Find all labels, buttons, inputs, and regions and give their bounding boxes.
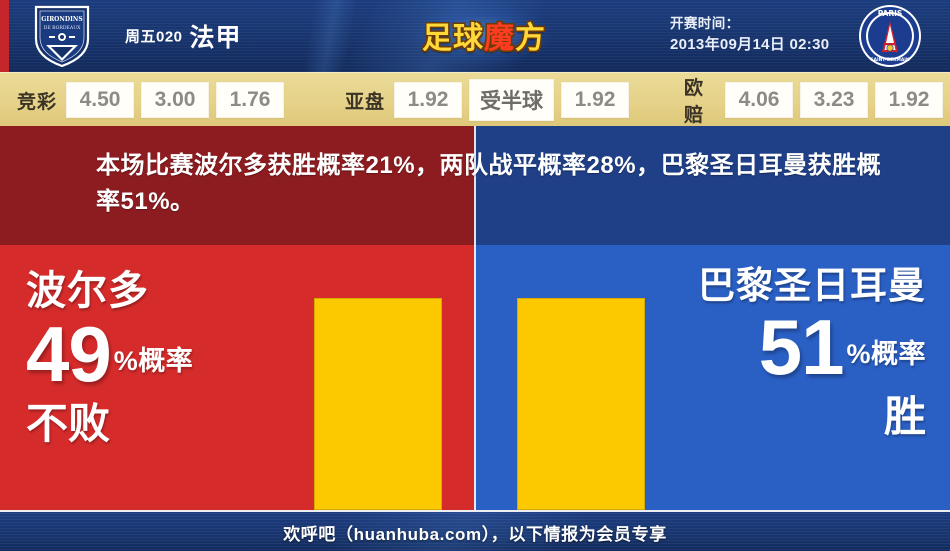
- odds-cell-euro-home[interactable]: 4.06: [725, 82, 793, 118]
- brand-logo-glow: [414, 4, 554, 66]
- away-probability-value: 51: [758, 303, 845, 391]
- home-probability-value: 49: [26, 310, 112, 398]
- probability-panel-divider: [474, 245, 476, 510]
- home-outcome-label: 不败: [26, 399, 111, 447]
- summary-band-left-half: [0, 126, 475, 245]
- header-diagonal-sheen: [230, 0, 430, 72]
- away-team-badge-psg: PARIS SAINT-GERMAIN: [857, 3, 923, 69]
- probability-panel-home: 波尔多 49 %概率 不败: [0, 245, 475, 510]
- probability-chart: 波尔多 49 %概率 不败 巴黎圣日耳曼 51 %概率 胜: [0, 245, 950, 510]
- match-round-label: 周五020: [125, 28, 183, 46]
- odds-cell-euro-draw[interactable]: 3.23: [800, 82, 868, 118]
- probability-panel-away: 巴黎圣日耳曼 51 %概率 胜: [475, 245, 950, 510]
- odds-cell-asian-home[interactable]: 1.92: [394, 82, 463, 118]
- brand-magic: 魔: [484, 22, 515, 55]
- kickoff-label: 开赛时间：: [670, 16, 740, 31]
- home-probability-block: 波尔多 49 %概率 不败: [26, 271, 193, 445]
- away-probability-row: 51 %概率: [698, 303, 926, 391]
- header-bar: GIRONDINS DE BORDEAUX 周五020 法甲 足球魔方 开赛时间：…: [0, 0, 950, 72]
- match-title: 周五020 法甲: [125, 18, 242, 54]
- probability-bar-home: [314, 298, 442, 510]
- brand-logo-text: 足球魔方: [422, 13, 546, 57]
- summary-band-divider: [474, 126, 476, 245]
- header-red-edge: [0, 0, 9, 72]
- odds-cell-jingcai-home[interactable]: 4.50: [66, 82, 135, 118]
- odds-group-asian-handicap: 亚盘 1.92 受半球 1.92: [345, 79, 636, 121]
- odds-group-label: 竞彩: [17, 91, 58, 113]
- odds-cell-asian-handicap[interactable]: 受半球: [469, 79, 555, 121]
- away-badge-top-text: PARIS: [878, 9, 903, 18]
- away-badge-sub-text: SAINT-GERMAIN: [870, 57, 909, 63]
- home-team-badge-bordeaux: GIRONDINS DE BORDEAUX: [32, 5, 92, 68]
- odds-cell-euro-away[interactable]: 1.92: [875, 82, 943, 118]
- brand-suffix: 方: [515, 22, 546, 55]
- odds-group-label: 亚盘: [345, 91, 386, 113]
- home-team-name: 波尔多: [26, 269, 149, 313]
- summary-band: 本场比赛波尔多获胜概率21%，两队战平概率28%，巴黎圣日耳曼获胜概率51%。: [0, 126, 950, 245]
- home-badge-sub-text: DE BORDEAUX: [44, 25, 81, 31]
- brand-logo: 足球魔方: [414, 4, 554, 66]
- home-probability-suffix: %概率: [113, 345, 194, 376]
- away-probability-block: 巴黎圣日耳曼 51 %概率 胜: [698, 267, 926, 438]
- away-outcome-label: 胜: [883, 392, 926, 440]
- away-team-name: 巴黎圣日耳曼: [698, 265, 926, 306]
- odds-bar: 竞彩 4.50 3.00 1.76 亚盘 1.92 受半球 1.92 欧赔 4.…: [0, 72, 950, 128]
- summary-band-right-half: [475, 126, 950, 245]
- footer-bar: 欢呼吧（huanhuba.com），以下情报为会员专享: [0, 510, 950, 551]
- odds-cell-jingcai-away[interactable]: 1.76: [216, 82, 285, 118]
- kickoff-info: 开赛时间： 2013年09月14日 02:30: [670, 14, 829, 57]
- odds-cell-jingcai-draw[interactable]: 3.00: [141, 82, 210, 118]
- odds-group-european: 欧赔 4.06 3.23 1.92: [684, 73, 950, 127]
- odds-group-label: 欧赔: [684, 78, 705, 126]
- home-badge-top-text: GIRONDINS: [41, 16, 82, 23]
- probability-bar-away: [517, 298, 645, 510]
- odds-cell-asian-away[interactable]: 1.92: [561, 82, 630, 118]
- odds-group-jingcai: 竞彩 4.50 3.00 1.76: [17, 82, 291, 118]
- kickoff-time: 2013年09月14日 02:30: [670, 36, 830, 54]
- probability-summary-text: 本场比赛波尔多获胜概率21%，两队战平概率28%，巴黎圣日耳曼获胜概率51%。: [96, 152, 882, 215]
- away-probability-suffix: %概率: [846, 338, 926, 369]
- footer-promo-text: 欢呼吧（huanhuba.com），以下情报为会员专享: [283, 525, 667, 544]
- home-probability-row: 49 %概率: [26, 310, 194, 398]
- match-league-label: 法甲: [189, 24, 242, 52]
- brand-prefix: 足球: [422, 22, 484, 55]
